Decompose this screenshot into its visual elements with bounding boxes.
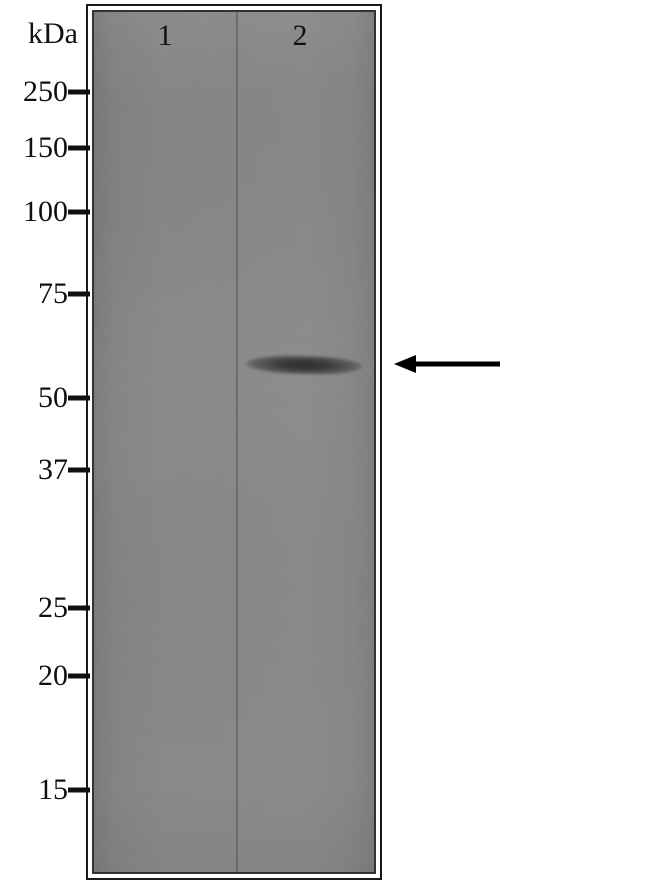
mw-tick-25	[68, 606, 90, 611]
mw-tick-75	[68, 292, 90, 297]
mw-tick-150	[68, 146, 90, 151]
membrane-noise-overlay	[94, 12, 374, 872]
mw-label-75: 75	[38, 277, 68, 311]
lane-label-1: 1	[158, 19, 173, 53]
mw-label-37: 37	[38, 453, 68, 487]
mw-label-100: 100	[23, 195, 68, 229]
mw-label-20: 20	[38, 659, 68, 693]
figure-canvas: 1 2 kDa 250 150 100 75 50 37 25 20 15	[0, 0, 650, 886]
mw-unit-label: kDa	[28, 17, 78, 51]
mw-label-150: 150	[23, 131, 68, 165]
blot-membrane	[92, 10, 376, 874]
lane-divider	[236, 12, 238, 872]
lane-label-2: 2	[293, 19, 308, 53]
mw-tick-50	[68, 396, 90, 401]
mw-label-15: 15	[38, 773, 68, 807]
mw-tick-37	[68, 468, 90, 473]
mw-tick-100	[68, 210, 90, 215]
mw-tick-250	[68, 90, 90, 95]
band-arrow-icon	[394, 353, 500, 375]
mw-tick-20	[68, 674, 90, 679]
mw-label-50: 50	[38, 381, 68, 415]
mw-label-250: 250	[23, 75, 68, 109]
mw-label-25: 25	[38, 591, 68, 625]
mw-tick-15	[68, 788, 90, 793]
